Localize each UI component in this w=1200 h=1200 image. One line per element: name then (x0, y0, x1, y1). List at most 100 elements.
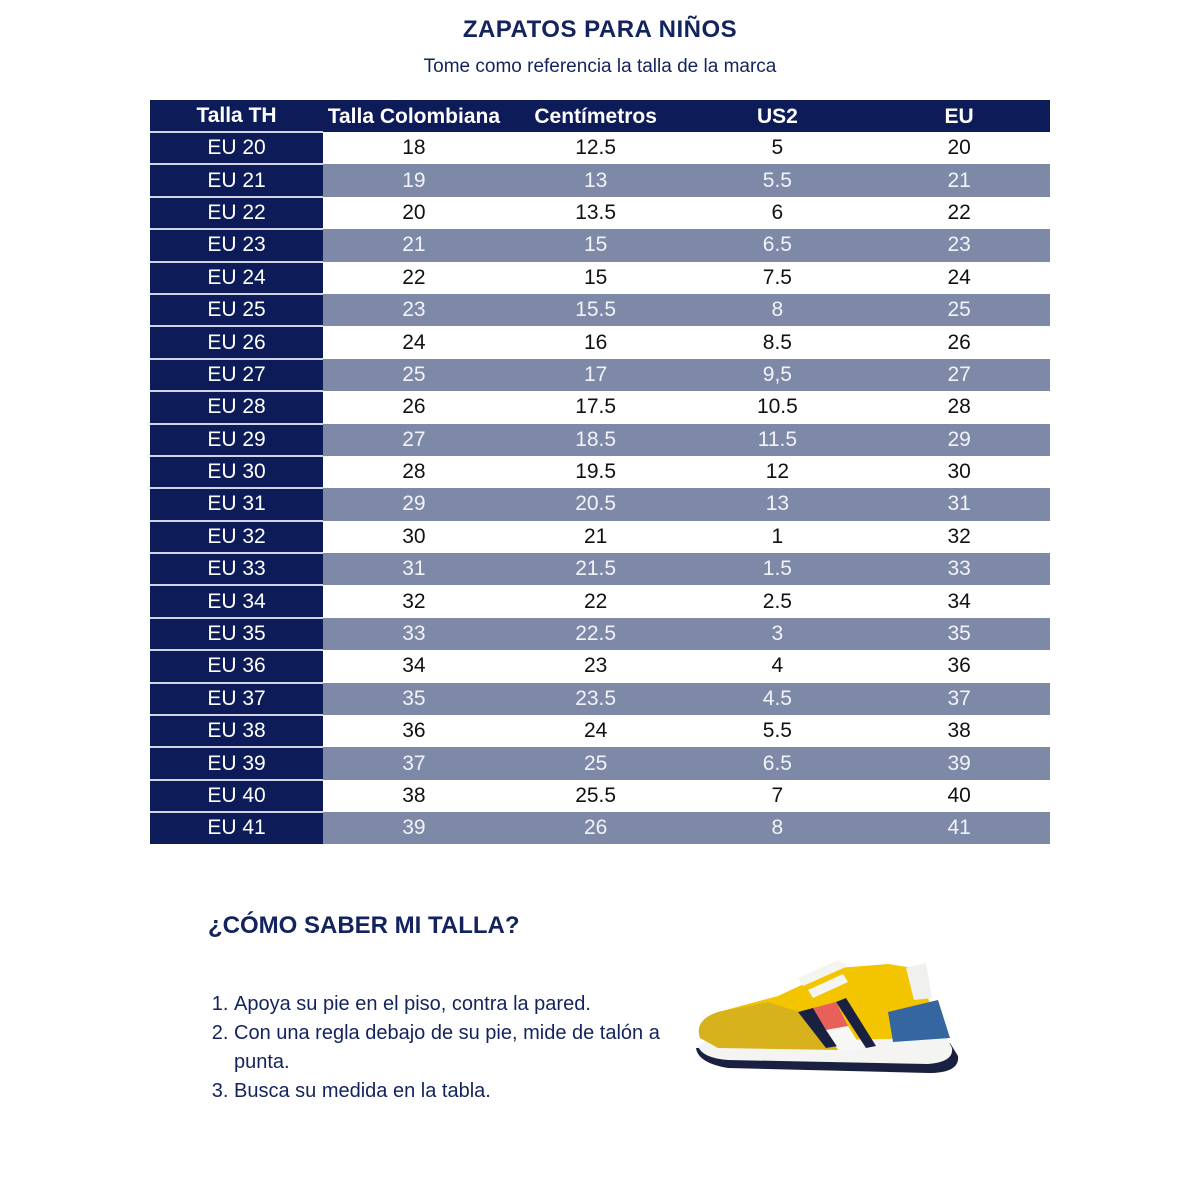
table-cell: 41 (868, 812, 1050, 844)
sneaker-image (696, 960, 959, 1073)
column-header: Talla TH (150, 100, 323, 132)
table-cell: 30 (402, 524, 426, 548)
step-item: Con una regla debajo de su pie, mide de … (234, 1019, 684, 1077)
table-cell: 26 (402, 395, 426, 419)
table-cell: 1.5 (686, 553, 869, 586)
table-cell: 38 (402, 784, 426, 807)
table-row: EU 39 37 25 6.5 39 (150, 746, 1050, 780)
table-cell: 5.5 (686, 164, 869, 197)
table-cell: 28 (402, 460, 426, 484)
table-cell: 18 (402, 136, 426, 160)
table-row: EU 22 20 13.5 6 22 (150, 195, 1050, 230)
table-cell: 39 (868, 747, 1050, 780)
table-cell: 30 (947, 460, 971, 484)
table-cell: 25 (504, 747, 687, 780)
table-cell: 32 (947, 524, 971, 548)
table-cell: 1 (771, 524, 784, 548)
table-cell: 6.5 (686, 229, 869, 262)
table-row: EU 24 22 15 7.5 24 (150, 260, 1050, 294)
table-row: EU 35 33 22.5 3 35 (150, 616, 1050, 651)
table-cell: 38 (947, 719, 971, 743)
size-table: Talla TH Talla Colombiana Centímetros US2 EU… (150, 100, 1050, 844)
table-row: EU 28 26 17.5 10.5 28 (150, 390, 1050, 424)
table-cell: EU 21 (150, 163, 323, 197)
table-cell: 32 (402, 589, 426, 613)
table-cell: 5.5 (762, 719, 792, 743)
table-cell: 21 (583, 524, 608, 548)
table-cell: 36 (402, 719, 426, 743)
table-row: EU 30 28 19.5 12 30 (150, 454, 1050, 489)
table-cell: EU 29 (150, 422, 323, 456)
table-row: EU 29 27 18.5 11.5 29 (150, 422, 1050, 456)
table-cell: 37 (868, 682, 1050, 716)
table-row: EU 25 23 15.5 8 25 (150, 292, 1050, 327)
table-row: EU 40 38 25.5 7 40 (150, 778, 1050, 813)
table-cell: EU 40 (150, 778, 323, 813)
table-cell: 18.5 (504, 423, 687, 456)
table-cell: 17 (504, 358, 687, 392)
column-header: EU (868, 100, 1050, 132)
table-cell: 15 (583, 265, 608, 289)
table-cell: EU 34 (150, 584, 323, 618)
table-cell: 35 (323, 682, 505, 716)
table-cell: 23 (323, 293, 505, 327)
step-item: Busca su medida en la tabla. (234, 1077, 684, 1106)
table-cell: 5 (771, 136, 784, 160)
table-cell: 6.5 (686, 747, 869, 780)
table-cell: 23.5 (504, 682, 687, 716)
table-cell: 33 (868, 553, 1050, 586)
table-cell: 39 (323, 812, 505, 844)
table-cell: 15.5 (504, 293, 687, 327)
table-row: EU 34 32 22 2.5 34 (150, 584, 1050, 618)
table-cell: 29 (323, 488, 505, 521)
table-cell: 4.5 (686, 682, 869, 716)
table-cell: 27 (323, 423, 505, 456)
table-cell: 34 (947, 589, 971, 613)
table-cell: 8 (686, 812, 869, 844)
table-cell: EU 23 (150, 228, 323, 262)
table-cell: 21 (323, 229, 505, 262)
table-cell: EU 35 (150, 616, 323, 651)
how-to-title: ¿CÓMO SABER MI TALLA? (208, 912, 520, 939)
table-cell: 19.5 (575, 460, 617, 484)
table-row: EU 27 25 17 9,5 27 (150, 357, 1050, 392)
table-row: EU 41 39 26 8 41 (150, 811, 1050, 844)
table-cell: 21 (868, 164, 1050, 197)
table-cell: 20 (947, 136, 971, 160)
table-cell: 24 (947, 265, 971, 289)
table-row: EU 23 21 15 6.5 23 (150, 228, 1050, 262)
table-row: EU 38 36 24 5.5 38 (150, 714, 1050, 748)
table-cell: 12.5 (575, 136, 617, 160)
table-row: EU 37 35 23.5 4.5 37 (150, 681, 1050, 716)
table-cell: EU 20 (150, 130, 323, 165)
table-cell: 25 (868, 293, 1050, 327)
table-cell: 2.5 (762, 589, 792, 613)
table-cell: 16 (583, 330, 608, 354)
table-cell: 22 (402, 265, 426, 289)
table-cell: 11.5 (686, 423, 869, 456)
table-cell: 8.5 (762, 330, 792, 354)
table-cell: EU 28 (150, 390, 323, 424)
table-cell: EU 30 (150, 454, 323, 489)
column-header: Centímetros (504, 100, 687, 132)
table-cell: 34 (402, 654, 426, 678)
table-cell: 24 (402, 330, 426, 354)
page-subtitle: Tome como referencia la talla de la marc… (423, 56, 777, 77)
table-cell: 37 (323, 747, 505, 780)
table-cell: 17.5 (575, 395, 617, 419)
page-title: ZAPATOS PARA NIÑOS (462, 16, 738, 43)
table-cell: 29 (868, 423, 1050, 456)
table-cell: 15 (504, 229, 687, 262)
table-cell: 24 (583, 719, 608, 743)
table-cell: 25.5 (575, 784, 617, 807)
table-cell: 12 (765, 460, 790, 484)
table-cell: EU 41 (150, 811, 323, 844)
table-cell: 13 (504, 164, 687, 197)
table-row: EU 32 30 21 1 32 (150, 519, 1050, 554)
table-cell: 19 (323, 164, 505, 197)
table-row: EU 31 29 20.5 13 31 (150, 487, 1050, 521)
table-cell: 31 (868, 488, 1050, 521)
table-cell: 13.5 (575, 200, 617, 224)
table-cell: EU 26 (150, 325, 323, 359)
table-cell: 20 (402, 200, 426, 224)
